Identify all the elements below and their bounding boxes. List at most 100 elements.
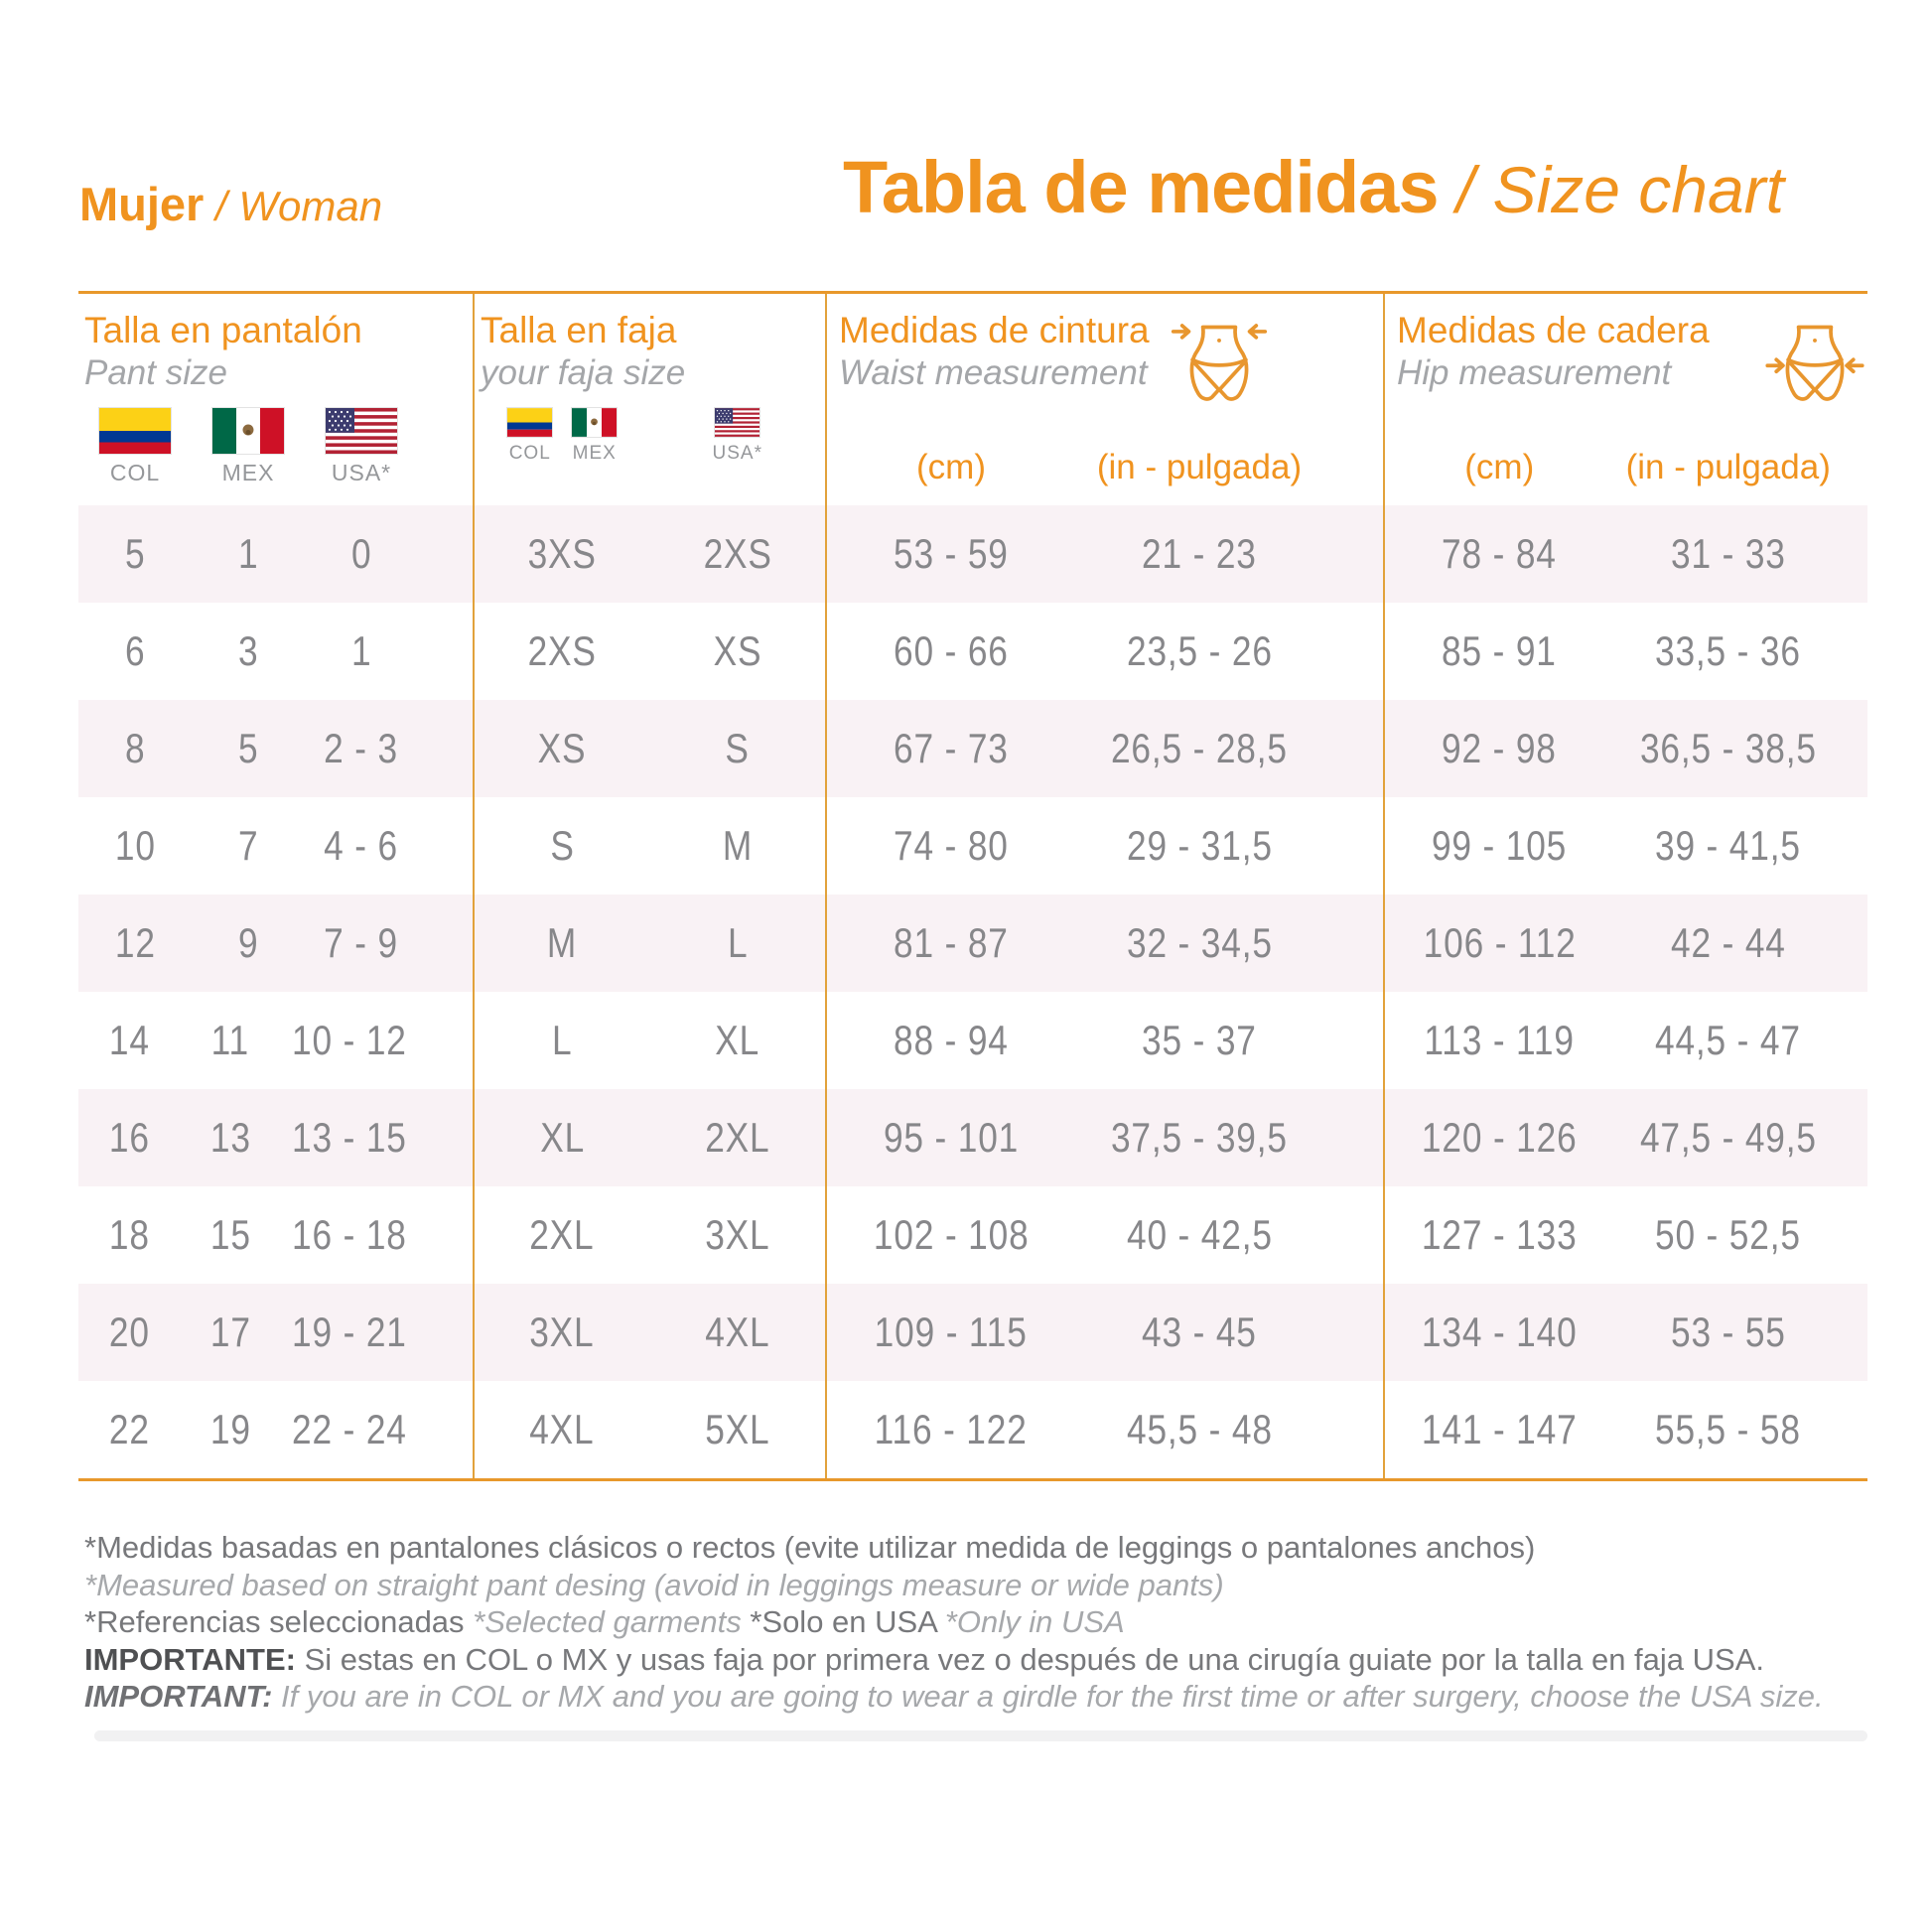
pant-flag-row: COL MEX USA* xyxy=(78,407,473,486)
footnote-measures-es: *Medidas basadas en pantalones clásicos … xyxy=(84,1530,1536,1565)
pant-size-group: Talla en pantalón Pant size COL MEX USA* xyxy=(78,294,475,1478)
faja-value: 3XL xyxy=(705,1211,770,1258)
table-row: 22 19 22 - 24 xyxy=(78,1381,473,1478)
table-row: 106 - 112 42 - 44 xyxy=(1385,895,1867,992)
table-row: 6 3 1 xyxy=(78,603,473,700)
table-row: XS S xyxy=(475,700,825,797)
section-title: Mujer / Woman xyxy=(79,177,382,231)
footnote-garments-en: *Selected garments xyxy=(473,1604,751,1639)
pant-col-column-header: COL xyxy=(78,407,192,486)
faja-value: L xyxy=(727,919,748,966)
pant-value: 18 xyxy=(108,1211,150,1258)
table-row: 53 - 59 21 - 23 xyxy=(827,505,1383,603)
waist-value: 32 - 34,5 xyxy=(1126,919,1273,966)
section-title-es: Mujer xyxy=(79,178,205,230)
table-row: 85 - 91 33,5 - 36 xyxy=(1385,603,1867,700)
table-row: 109 - 115 43 - 45 xyxy=(827,1284,1383,1381)
pant-value: 9 xyxy=(237,919,259,966)
section-title-divider: / xyxy=(204,183,239,229)
hip-value: 33,5 - 36 xyxy=(1655,627,1802,674)
faja-value: XS xyxy=(713,627,762,674)
table-row: 88 - 94 35 - 37 xyxy=(827,992,1383,1089)
important-text-es: Si estas en COL o MX y usas faja por pri… xyxy=(295,1641,1765,1677)
waist-value: 26,5 - 28,5 xyxy=(1111,725,1288,771)
waist-value: 116 - 122 xyxy=(874,1406,1029,1452)
faja-value: XL xyxy=(715,1017,760,1063)
table-row: 134 - 140 53 - 55 xyxy=(1385,1284,1867,1381)
waist-measure-icon xyxy=(1170,320,1269,407)
important-label-es: IMPORTANTE: xyxy=(84,1641,296,1677)
table-row: 3XL 4XL xyxy=(475,1284,825,1381)
pant-value: 14 xyxy=(108,1017,150,1063)
pant-value: 0 xyxy=(350,530,372,577)
waist-value: 88 - 94 xyxy=(894,1017,1009,1063)
mexico-flag-label: MEX xyxy=(572,443,617,464)
faja-value: 3XS xyxy=(527,530,597,577)
table-row: 141 - 147 55,5 - 58 xyxy=(1385,1381,1867,1478)
waist-value: 81 - 87 xyxy=(894,919,1009,966)
hip-value: 44,5 - 47 xyxy=(1655,1017,1802,1063)
waist-value: 74 - 80 xyxy=(894,822,1009,869)
pant-value: 15 xyxy=(209,1211,251,1258)
faja-value: 5XL xyxy=(705,1406,770,1452)
table-row: 8 5 2 - 3 xyxy=(78,700,473,797)
faja-size-title-es: Talla en faja xyxy=(481,310,677,350)
faja-value: 4XL xyxy=(529,1406,595,1452)
table-row: 4XL 5XL xyxy=(475,1381,825,1478)
waist-measurement-group: Medidas de cintura Waist measurement (cm… xyxy=(827,294,1385,1478)
table-row: 74 - 80 29 - 31,5 xyxy=(827,797,1383,895)
waist-title-es: Medidas de cintura xyxy=(839,310,1150,350)
footnote-important-en: IMPORTANT: If you are in COL or MX and y… xyxy=(84,1678,1871,1716)
waist-value: 95 - 101 xyxy=(883,1114,1020,1161)
hip-value: 120 - 126 xyxy=(1421,1114,1578,1161)
pant-value: 19 xyxy=(209,1406,251,1452)
important-label-en: IMPORTANT: xyxy=(84,1679,273,1714)
table-row: 113 - 119 44,5 - 47 xyxy=(1385,992,1867,1089)
table-row: 95 - 101 37,5 - 39,5 xyxy=(827,1089,1383,1186)
hip-value: 99 - 105 xyxy=(1432,822,1568,869)
faja-value: 3XL xyxy=(529,1309,595,1355)
faja-value: S xyxy=(725,725,750,771)
waist-value: 45,5 - 48 xyxy=(1126,1406,1273,1452)
table-row: 102 - 108 40 - 42,5 xyxy=(827,1186,1383,1284)
hip-value: 127 - 133 xyxy=(1421,1211,1578,1258)
hip-value: 36,5 - 38,5 xyxy=(1639,725,1817,771)
pant-value: 5 xyxy=(124,530,146,577)
footnote-references: *Referencias seleccionadas *Selected gar… xyxy=(84,1603,1871,1641)
footnote-references-es: *Referencias seleccionadas xyxy=(84,1604,474,1639)
pant-size-header: Talla en pantalón Pant size COL MEX USA* xyxy=(78,310,473,505)
hip-value: 42 - 44 xyxy=(1670,919,1786,966)
hip-value: 53 - 55 xyxy=(1670,1309,1786,1355)
pant-value: 16 - 18 xyxy=(292,1211,407,1258)
table-row: 116 - 122 45,5 - 48 xyxy=(827,1381,1383,1478)
hip-value: 113 - 119 xyxy=(1424,1017,1575,1063)
faja-value: 2XS xyxy=(527,627,597,674)
faja-size-rows: 3XS 2XS 2XS XS XS S S M M L L XL XL 2XL 2XL 3XL 3XL 4XL 4X… xyxy=(475,505,825,1478)
hip-title-en: Hip measurement xyxy=(1397,353,1672,392)
pant-value: 4 - 6 xyxy=(324,822,399,869)
hip-value: 85 - 91 xyxy=(1442,627,1558,674)
pant-value: 16 xyxy=(108,1114,150,1161)
table-row: 16 13 13 - 15 xyxy=(78,1089,473,1186)
faja-size-title-en: your faja size xyxy=(481,353,686,392)
hip-measurement-header: Medidas de cadera Hip measurement (cm) (… xyxy=(1385,310,1867,505)
waist-value: 109 - 115 xyxy=(874,1309,1029,1355)
pant-value: 2 - 3 xyxy=(324,725,399,771)
hip-measure-icon xyxy=(1765,320,1864,407)
faja-size-group: Talla en faja your faja size COL MEX xyxy=(475,294,827,1478)
faja-size-header: Talla en faja your faja size COL MEX xyxy=(475,310,825,505)
pant-value: 10 xyxy=(114,822,156,869)
faja-value: XL xyxy=(539,1114,585,1161)
faja-usa-column-header: USA* xyxy=(650,407,826,465)
faja-value: 2XS xyxy=(703,530,772,577)
waist-value: 67 - 73 xyxy=(894,725,1009,771)
hip-title-es: Medidas de cadera xyxy=(1397,310,1710,350)
size-table: Talla en pantalón Pant size COL MEX USA* xyxy=(78,291,1867,1481)
table-row: 60 - 66 23,5 - 26 xyxy=(827,603,1383,700)
table-row: 120 - 126 47,5 - 49,5 xyxy=(1385,1089,1867,1186)
pant-value: 22 - 24 xyxy=(292,1406,407,1452)
hip-value: 92 - 98 xyxy=(1442,725,1558,771)
faja-colmex-column-header: COL MEX xyxy=(475,407,650,465)
